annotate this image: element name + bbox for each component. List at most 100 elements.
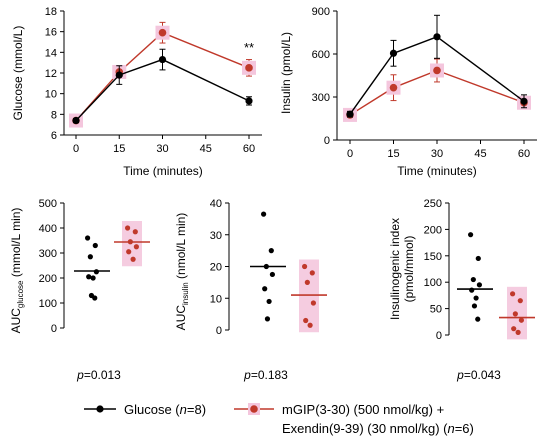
y-tick-label: 500 [39,198,57,210]
y-axis-title: Glucose (mmol/L) [11,26,25,121]
y-tick-label: 400 [39,223,57,235]
y-tick-label: 16 [45,27,57,39]
glucose-data-point [346,110,354,118]
y-tick-label: 200 [424,224,442,236]
treatment-dot [512,311,518,317]
y-axis-title: Insulin (pmol/L) [279,32,293,114]
y-tick-label: 14 [45,47,57,59]
p-value-label: p=0.043 [456,368,501,382]
insulin-line-chart: 0 300 600 900 0 15 30 45 60 Time (minutes) Insulin… [279,6,537,178]
x-tick-label: 60 [243,143,255,155]
glucose-data-point [158,55,167,64]
y-tick-label: 900 [312,6,330,18]
y-tick-label: 300 [39,248,57,260]
treatment-dot [127,239,133,245]
treatment-dot [515,329,521,335]
y-tick-label: 100 [39,298,57,310]
glucose-dot [92,295,98,301]
treatment-series-line [75,31,250,121]
y-tick-label: 12 [45,68,57,80]
y-tick-label: 10 [45,89,57,101]
y-tick-label: 30 [210,230,222,242]
glucose-dot [90,275,96,281]
treatment-dot [130,256,136,262]
y-tick-label: 0 [436,330,442,342]
legend-glucose-marker [96,405,104,413]
y-tick-label: 50 [430,304,442,316]
auc-glucose-dot-plot: 0 100 200 300 400 500 AUCglucose (mmol/L min) p… [9,198,150,382]
treatment-data-point [433,66,441,75]
glucose-dot [92,242,98,249]
insulinogenic-index-dot-plot: 0 50 100 150 200 250 Insulinogenic index (pmol/… [388,198,535,382]
glucose-data-point [433,33,441,41]
glucose-dot [473,295,479,301]
significance-annotation: ** [244,40,254,55]
y-axis-title-line2: (pmol/mmol) [402,236,416,303]
glucose-dot [261,211,267,217]
treatment-dot [511,326,517,332]
treatment-dot [309,270,315,276]
y-tick-label: 100 [424,277,442,289]
p-value-label: p=0.013 [76,368,121,382]
glucose-dot [476,282,482,288]
glucose-data-point [520,97,528,105]
y-tick-label: 200 [39,273,57,285]
glucose-dot [85,235,91,241]
y-tick-label: 6 [51,130,57,142]
glucose-dot [469,287,475,293]
x-tick-label: 15 [113,143,125,155]
treatment-dot [517,298,523,304]
glucose-series-line [349,36,525,115]
legend-treatment-label-line1: mGIP(3-30) (500 nmol/kg) + [282,402,444,417]
glucose-data-point [245,97,253,105]
glucose-dot [264,316,271,322]
legend-glucose-label: Glucose (n=8) [124,402,206,417]
treatment-dot [302,263,308,270]
glucose-dot [93,269,99,275]
x-tick-label: 30 [431,148,443,160]
glucose-dot [475,255,481,262]
y-tick-label: 20 [210,262,222,274]
y-tick-label: 10 [210,293,222,305]
y-tick-label: 18 [45,6,57,18]
treatment-series-line [349,69,525,116]
glucose-dot [269,271,275,278]
glucose-dot [262,286,268,292]
y-tick-label: 8 [51,109,57,121]
treatment-data-point [389,83,398,92]
glucose-data-point [72,116,80,125]
glucose-dot [470,276,476,283]
auc-insulin-dot-plot: 0 10 20 30 40 AUCinsulin (nmol/L min) p=0.183 [174,198,327,382]
treatment-dot [125,225,131,231]
treatment-dot [518,317,525,323]
treatment-dot [310,300,316,306]
treatment-dot [126,249,132,255]
y-axis-title: AUCinsulin (nmol/L min) [174,213,190,331]
treatment-dot [133,244,139,250]
y-tick-label: 0 [216,325,222,337]
x-axis-title: Time (minutes) [123,164,203,178]
y-axis-title-line1: Insulinogenic index [388,218,402,320]
y-tick-label: 40 [210,198,222,210]
legend: Glucose (n=8) mGIP(3-30) (500 nmol/kg) +… [84,402,474,436]
glucose-series-line [75,58,250,122]
y-tick-label: 150 [424,251,442,263]
legend-treatment-marker [250,405,258,413]
x-tick-label: 30 [156,143,168,155]
x-tick-label: 45 [200,143,212,155]
y-tick-label: 0 [324,135,330,147]
x-tick-label: 15 [387,148,399,160]
glucose-dot [266,298,272,305]
y-tick-label: 300 [312,92,330,104]
legend-treatment-label-line2: Exendin(9-39) (30 nmol/kg) (n=6) [282,421,474,436]
treatment-dot [307,322,313,328]
glucose-dot [86,274,92,280]
y-tick-label: 600 [312,49,330,61]
glucose-dot [263,263,269,270]
glucose-data-point [115,71,123,79]
p-value-label: p=0.183 [243,368,288,382]
glucose-dot [475,316,481,322]
treatment-dot [132,229,138,235]
treatment-data-point [245,64,253,72]
